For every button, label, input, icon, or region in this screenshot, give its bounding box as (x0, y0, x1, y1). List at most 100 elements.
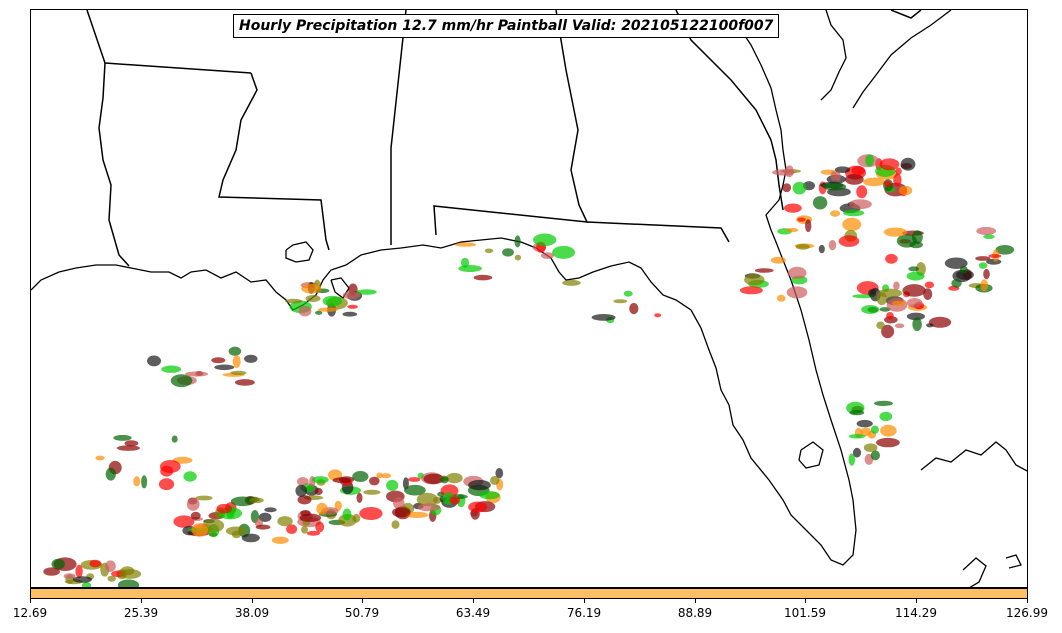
coastlines (31, 10, 1027, 587)
colorbar-tick-label: 25.39 (123, 606, 159, 620)
colorbar-tick-label: 76.19 (566, 606, 602, 620)
paintball-blob (884, 180, 892, 188)
paintball-blob (305, 295, 321, 302)
paintball-blob (286, 524, 298, 534)
colorbar-tick-mark (805, 599, 806, 603)
paintball-blob (879, 411, 893, 422)
paintball-blob (141, 475, 148, 489)
paintball-blob (117, 579, 140, 587)
paintball-blob (322, 295, 343, 307)
paintball-blob (433, 496, 442, 504)
colorbar-tick-mark (252, 599, 253, 603)
colorbar-tick-label: 12.69 (12, 606, 48, 620)
paintball-blob (295, 484, 308, 497)
colorbar-tick-label: 63.49 (455, 606, 491, 620)
colorbar-tick-mark (141, 599, 142, 603)
paintball-blob (879, 307, 891, 312)
paintball-blob (795, 243, 810, 250)
paintball-blob (899, 185, 913, 196)
paintball-blob (744, 274, 765, 286)
paintball-blob (843, 209, 865, 217)
paintball-blob (879, 158, 900, 171)
paintball-blob (514, 235, 521, 248)
paintball-blob (484, 248, 494, 254)
paintball-blob (133, 476, 141, 487)
paintball-blob (186, 497, 200, 511)
paintball-blob (552, 245, 576, 259)
paintball-blob (376, 472, 383, 479)
paintball-blob (298, 305, 312, 317)
paintball-blob (739, 286, 763, 295)
paintball-blob (234, 379, 255, 386)
paintball-blob (865, 154, 875, 167)
paintball-blob (770, 256, 786, 264)
paintball-blob (392, 507, 411, 518)
paintball-blob (317, 307, 338, 312)
paintball-blob (851, 165, 866, 176)
paintball-blob (848, 434, 866, 439)
colorbar-tick-label: 50.79 (344, 606, 380, 620)
paintball-blob (863, 443, 878, 453)
paintball-blob (797, 217, 806, 222)
paintball-blob (870, 425, 879, 434)
paintball-blob (113, 434, 132, 441)
paintball-blob (81, 581, 92, 587)
paintball-blob (352, 471, 369, 482)
paintball-blob (173, 515, 195, 528)
paintball-blob (277, 516, 293, 527)
paintball-blob (119, 569, 142, 579)
paintball-blob (440, 476, 449, 484)
paintball-blob (995, 245, 1015, 255)
paintball-blob (924, 281, 935, 289)
paintball-blob (983, 234, 995, 239)
paintball-blob (258, 512, 272, 522)
paintball-blob (416, 492, 438, 507)
paintball-blob (342, 508, 352, 521)
paintball-blob (906, 312, 926, 321)
paintball-blob (301, 283, 322, 294)
colorbar-tick-mark (916, 599, 917, 603)
paintball-blob (170, 374, 193, 388)
paintball-blob (95, 455, 105, 461)
paintball-blob (885, 253, 898, 264)
paintball-blob (784, 203, 802, 213)
paintball-blob (863, 177, 885, 187)
paintball-blob (124, 440, 139, 447)
paintball-blob (959, 265, 968, 274)
paintball-blob (190, 511, 201, 520)
paintball-blob (906, 271, 925, 281)
paintball-blob (860, 427, 872, 437)
map-canvas (31, 10, 1027, 587)
paintball-blob (983, 268, 990, 280)
paintball-blob (89, 559, 102, 568)
paintball-blob (216, 503, 232, 514)
paintball-blob (878, 288, 903, 298)
colorbar-tick-label: 38.09 (234, 606, 270, 620)
colorbar-tick-mark (695, 599, 696, 603)
paintball-blob (356, 289, 377, 295)
paintball-blob (906, 298, 923, 308)
paintball-blob (880, 424, 897, 437)
paintball-blob (458, 265, 482, 272)
colorbar-tick-label: 126.99 (1006, 606, 1048, 620)
paintball-blob (214, 364, 235, 371)
precipitation-paintballs (43, 154, 1015, 587)
paintball-blob (386, 479, 399, 491)
paintball-blob (51, 558, 65, 570)
colorbar (30, 588, 1028, 599)
paintball-blob (455, 242, 477, 247)
paintball-blob (301, 526, 308, 534)
paintball-blob (315, 310, 323, 315)
paintball-blob (417, 503, 441, 512)
colorbar-tick-label: 101.59 (784, 606, 826, 620)
paintball-blob (902, 284, 926, 297)
paintball-blob (211, 357, 226, 364)
paintball-blob (473, 274, 493, 281)
paintball-blob (332, 477, 351, 484)
paintball-blob (886, 312, 894, 320)
paintball-blob (191, 523, 209, 537)
colorbar-tick-mark (584, 599, 585, 603)
paintball-blob (912, 317, 922, 332)
map-title: Hourly Precipitation 12.7 mm/hr Paintbal… (233, 14, 780, 38)
paintball-blob (613, 299, 628, 304)
